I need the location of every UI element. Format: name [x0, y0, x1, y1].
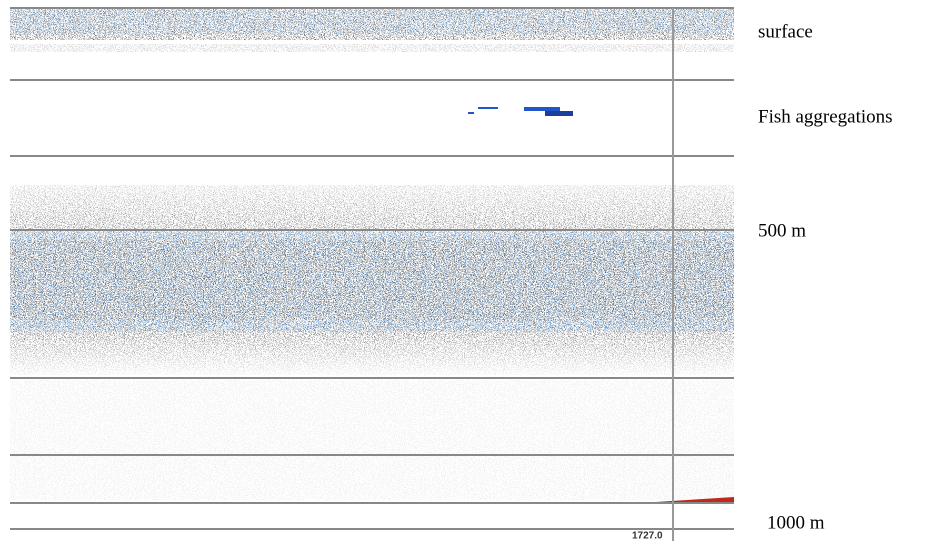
fish-school — [524, 107, 560, 111]
sparse-noise — [10, 380, 734, 500]
scattering-layer — [10, 185, 734, 375]
annotation: Fish aggregations — [758, 106, 893, 127]
fish-school — [545, 111, 573, 116]
range-lines — [10, 7, 734, 530]
bottom-echo — [640, 497, 734, 503]
fish-school — [468, 112, 474, 114]
dsl-dense — [10, 240, 734, 320]
surface-layer — [10, 8, 734, 52]
annotation: surface — [758, 21, 813, 42]
fish-aggregations — [468, 107, 573, 116]
annotation: 1000 m — [767, 512, 825, 533]
surface-trail — [10, 44, 734, 52]
fish-school — [478, 107, 498, 109]
surface-blue — [10, 10, 734, 34]
time-marker-label: 1727.0 — [632, 531, 663, 541]
annotation: 500 m — [758, 220, 806, 241]
